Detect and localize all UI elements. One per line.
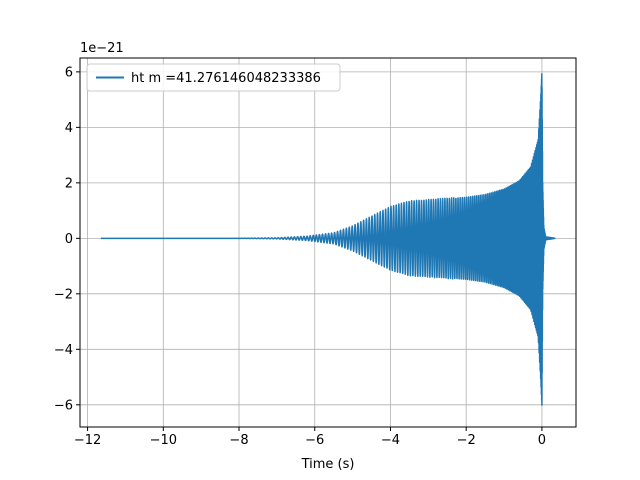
legend-box <box>86 63 341 92</box>
waveform-line <box>100 73 556 406</box>
axes-frame <box>79 57 577 428</box>
x-tick-label: −8 <box>229 433 248 448</box>
x-tick-label: 0 <box>538 433 546 448</box>
legend: ht m =41.276146048233386 <box>86 63 341 92</box>
x-tick-label: −10 <box>150 433 177 448</box>
x-tick-label: −6 <box>305 433 324 448</box>
y-tick-label: −6 <box>54 398 73 413</box>
x-tick-label: −2 <box>457 433 476 448</box>
x-tick-label: −4 <box>381 433 400 448</box>
plot-area <box>100 73 556 406</box>
axis-ticks: −12 −10 −8 −6 −4 −2 0 −6 −4 −2 0 2 4 6 <box>54 65 546 448</box>
x-tick-label: −12 <box>74 433 101 448</box>
y-tick-label: 4 <box>65 121 73 136</box>
y-tick-label: −4 <box>54 343 73 358</box>
y-tick-label: 6 <box>65 65 73 80</box>
y-tick-label: 2 <box>65 176 73 191</box>
y-tick-label: −2 <box>54 287 73 302</box>
y-tick-label: 0 <box>65 232 73 247</box>
legend-label: ht m =41.276146048233386 <box>131 71 321 86</box>
x-axis-label: Time (s) <box>301 457 355 472</box>
y-offset-label: 1e−21 <box>80 41 124 56</box>
